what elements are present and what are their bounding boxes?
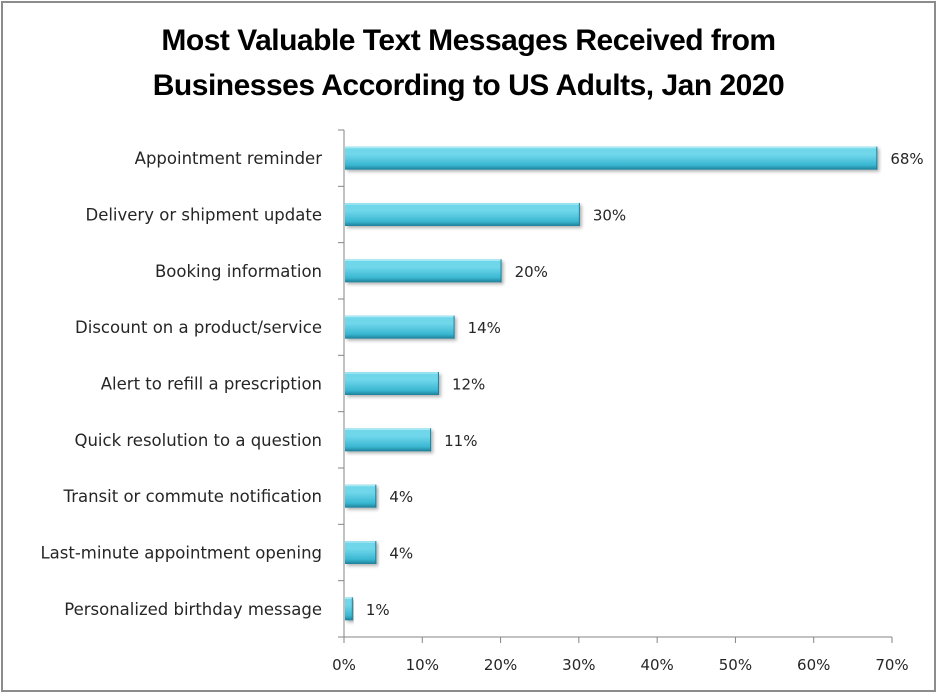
x-tick-label: 0% (332, 656, 356, 674)
bar-group (345, 146, 878, 170)
data-label: 12% (452, 376, 485, 394)
x-tick-label: 30% (562, 656, 595, 674)
data-label: 1% (366, 601, 390, 619)
bar-group (345, 203, 580, 226)
category-label: Last-minute appointment opening (40, 544, 322, 563)
chart-title-line-2: Businesses According to US Adults, Jan 2… (152, 69, 785, 102)
bar[interactable] (345, 372, 439, 395)
category-label: Appointment reminder (135, 149, 323, 168)
x-tick-label: 40% (640, 656, 673, 674)
category-label: Booking information (155, 262, 322, 281)
bar[interactable] (345, 541, 377, 564)
bar[interactable] (345, 203, 580, 226)
chart-title-line-1: Most Valuable Text Messages Received fro… (161, 24, 776, 57)
data-label: 11% (444, 432, 477, 450)
bar[interactable] (345, 315, 455, 339)
category-label: Delivery or shipment update (85, 206, 322, 225)
x-tick-label: 50% (719, 656, 752, 674)
bar[interactable] (345, 146, 878, 170)
labels: 0% 10% 20% 30% 40% 50% 60% 70% Appointment remin… (40, 149, 923, 674)
category-label: Personalized birthday message (64, 600, 322, 619)
bar[interactable] (345, 259, 502, 283)
bar-group (345, 484, 377, 508)
bar[interactable] (345, 597, 353, 621)
bar-group (345, 259, 502, 283)
data-label: 68% (890, 150, 923, 168)
bar-group (345, 541, 377, 564)
category-label: Alert to refill a prescription (101, 375, 322, 394)
data-label: 30% (593, 207, 626, 225)
data-label: 20% (515, 263, 548, 281)
category-label: Discount on a product/service (75, 318, 322, 337)
bar-group (345, 597, 353, 621)
data-label: 4% (389, 545, 413, 563)
category-label: Transit or commute notification (63, 487, 322, 506)
axes (338, 129, 893, 643)
data-label: 14% (468, 319, 501, 337)
bar[interactable] (345, 428, 432, 452)
x-tick-label: 20% (484, 656, 517, 674)
category-label: Quick resolution to a question (74, 431, 322, 450)
x-tick-label: 60% (797, 656, 830, 674)
x-tick-label: 10% (406, 656, 439, 674)
bar-group (345, 428, 432, 452)
x-tick-label: 70% (875, 656, 908, 674)
data-label: 4% (389, 488, 413, 506)
bar-group (345, 315, 455, 339)
bar-group (345, 372, 439, 395)
bars (345, 146, 878, 621)
bar[interactable] (345, 484, 377, 508)
